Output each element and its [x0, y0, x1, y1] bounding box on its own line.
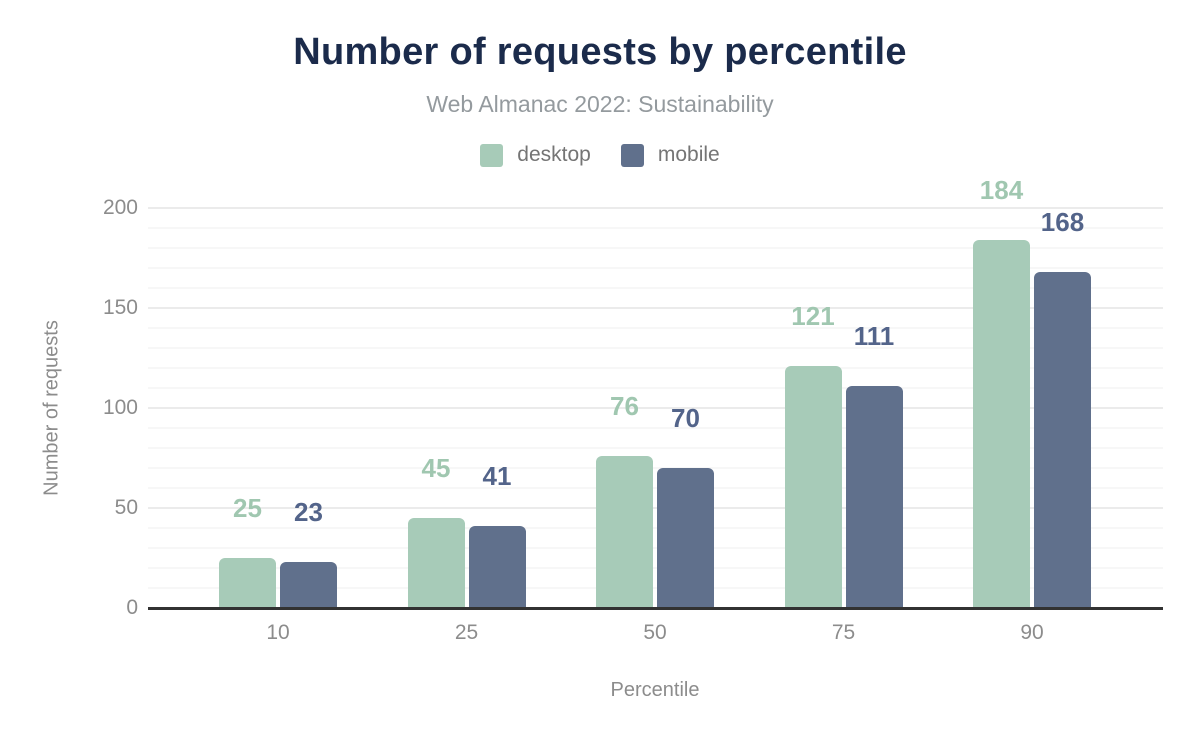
bar-desktop-p50[interactable]: [596, 456, 653, 608]
gridline: [148, 487, 1163, 489]
gridline: [148, 307, 1163, 309]
gridline: [148, 507, 1163, 509]
y-tick-label: 200: [102, 196, 138, 219]
legend: desktop mobile: [0, 142, 1200, 168]
y-tick-label: 150: [102, 296, 138, 319]
bar-desktop-p25[interactable]: [407, 518, 465, 608]
bar-value-label-mobile-p90: 168: [1040, 207, 1085, 237]
legend-label: desktop: [517, 143, 591, 166]
gridline: [148, 387, 1163, 389]
bar-value-label-desktop-p50: 76: [610, 391, 639, 421]
bar-value-label-desktop-p90: 184: [979, 175, 1024, 205]
x-tick-label: 10: [266, 621, 290, 644]
chart-subtitle: Web Almanac 2022: Sustainability: [426, 91, 774, 117]
bar-mobile-p90[interactable]: [1034, 272, 1091, 608]
chart-title: Number of requests by percentile: [293, 31, 907, 73]
gridline: [148, 427, 1163, 429]
x-tick-label: 25: [454, 621, 479, 644]
bar-desktop-p75[interactable]: [784, 366, 842, 608]
x-tick-label: 90: [1020, 621, 1044, 644]
gridline: [148, 227, 1163, 229]
bar-desktop-p90[interactable]: [973, 240, 1030, 608]
legend-swatch-icon: [620, 143, 644, 167]
gridline: [148, 407, 1163, 409]
bar-value-label-mobile-p75: 111: [853, 321, 895, 351]
x-tick-label: 75: [831, 621, 856, 644]
bar-mobile-p75[interactable]: [845, 386, 903, 608]
bar-mobile-p10[interactable]: [280, 562, 337, 608]
legend-item-desktop: desktop: [480, 143, 591, 167]
x-axis-baseline: [148, 607, 1163, 610]
gridline: [148, 367, 1163, 369]
x-tick-label: 50: [643, 621, 667, 644]
gridline: [148, 467, 1163, 469]
legend-item-mobile: mobile: [620, 143, 720, 167]
bar-desktop-p10[interactable]: [219, 558, 276, 608]
gridline: [148, 327, 1163, 329]
legend-swatch-icon: [480, 143, 504, 167]
gridline: [148, 347, 1163, 349]
gridline: [148, 527, 1163, 529]
x-axis-title: Percentile: [610, 679, 700, 701]
y-tick-label: 50: [114, 496, 138, 519]
bar-value-label-desktop-p25: 45: [421, 453, 451, 483]
gridline: [148, 547, 1163, 549]
bar-value-label-mobile-p50: 70: [671, 403, 700, 433]
gridline: [148, 247, 1163, 249]
bar-value-label-desktop-p10: 25: [233, 493, 262, 523]
bar-mobile-p25[interactable]: [468, 526, 526, 608]
bar-mobile-p50[interactable]: [657, 468, 714, 608]
gridline: [148, 447, 1163, 449]
bar-value-label-mobile-p10: 23: [294, 497, 323, 527]
gridline: [148, 587, 1163, 589]
bar-value-label-desktop-p75: 121: [791, 301, 835, 331]
gridline: [148, 267, 1163, 269]
y-tick-label: 0: [126, 596, 138, 619]
y-tick-label: 100: [102, 396, 138, 419]
gridline: [148, 287, 1163, 289]
gridline: [148, 567, 1163, 569]
gridline: [148, 207, 1163, 209]
bar-value-label-mobile-p25: 41: [482, 461, 512, 491]
legend-label: mobile: [657, 143, 720, 166]
